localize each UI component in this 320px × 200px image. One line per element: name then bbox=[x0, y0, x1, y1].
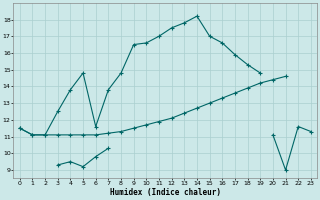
X-axis label: Humidex (Indice chaleur): Humidex (Indice chaleur) bbox=[110, 188, 221, 197]
